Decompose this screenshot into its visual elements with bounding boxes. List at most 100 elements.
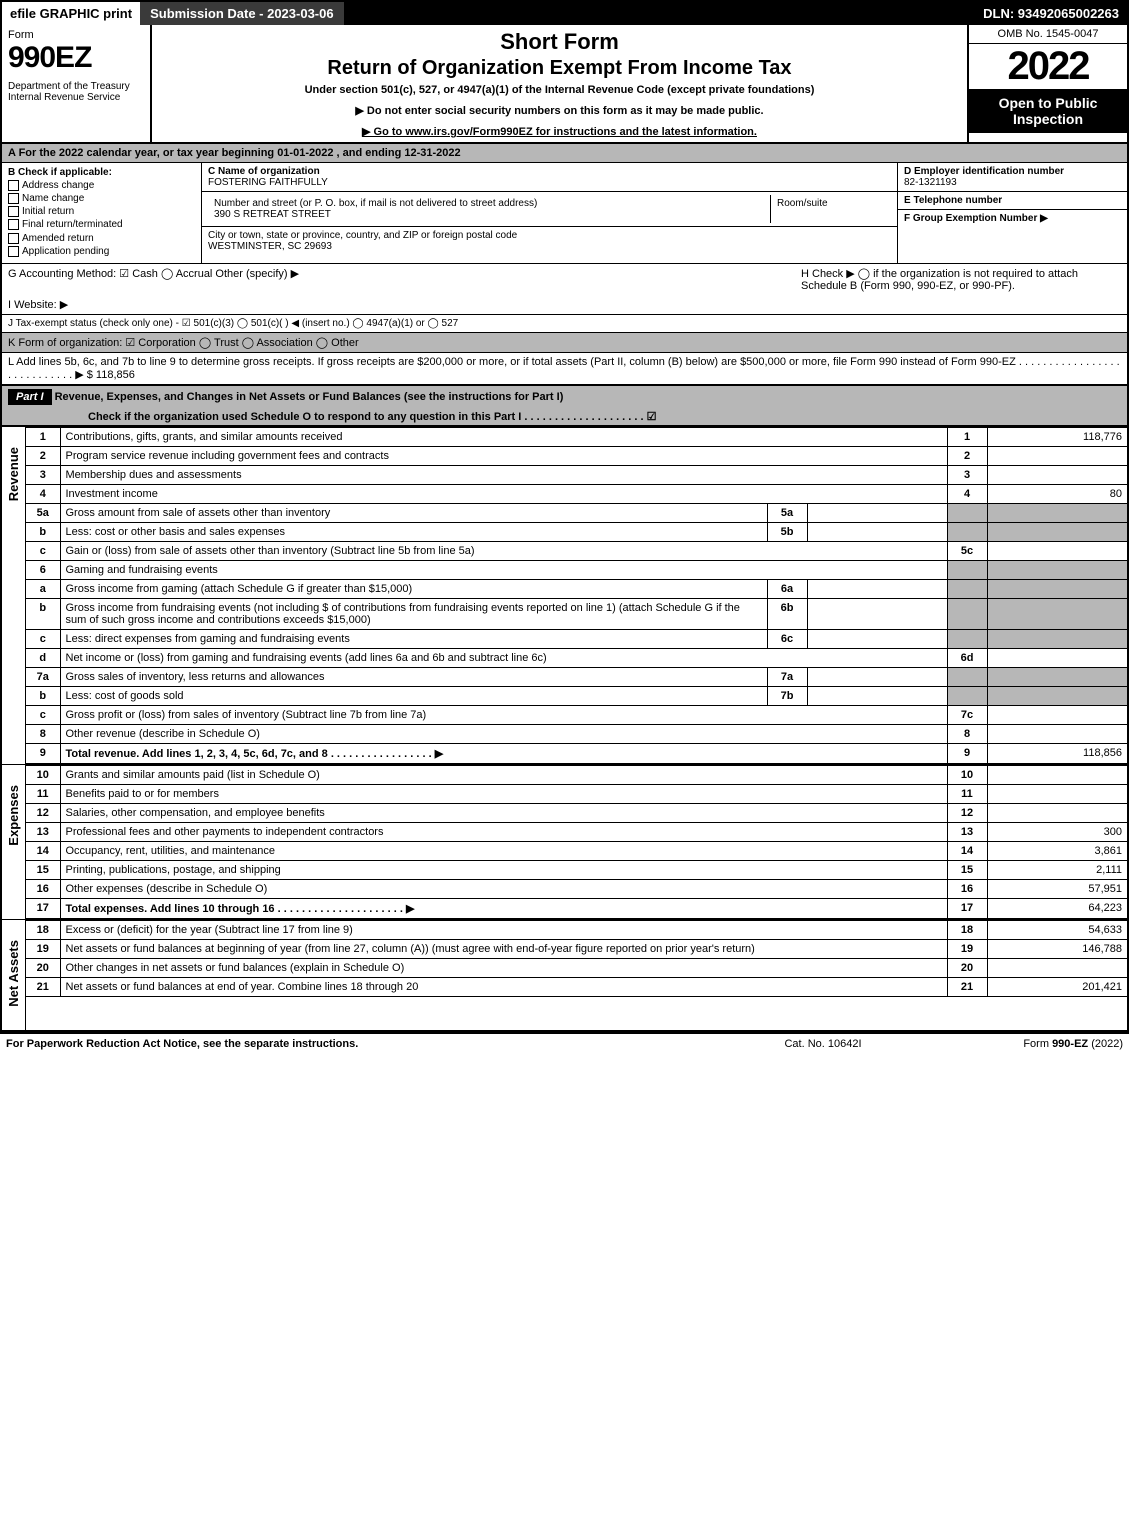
line-desc: Gross sales of inventory, less returns a…	[60, 667, 767, 686]
mini-value	[807, 503, 947, 522]
top-bar: efile GRAPHIC print Submission Date - 20…	[2, 2, 1127, 25]
right-line-number: 3	[947, 465, 987, 484]
mini-value	[807, 522, 947, 541]
tel-label: E Telephone number	[904, 195, 1002, 206]
chk-name-change[interactable]: Name change	[8, 193, 195, 204]
line-number: 10	[26, 765, 60, 784]
header-middle: Short Form Return of Organization Exempt…	[152, 25, 967, 142]
table-row: 12Salaries, other compensation, and empl…	[26, 803, 1127, 822]
table-row: 18Excess or (deficit) for the year (Subt…	[26, 920, 1127, 939]
line-i: I Website: ▶	[2, 295, 1127, 315]
right-line-number: 8	[947, 724, 987, 743]
footer-left: For Paperwork Reduction Act Notice, see …	[6, 1038, 723, 1050]
line-number: c	[26, 629, 60, 648]
part1-header: Part I Revenue, Expenses, and Changes in…	[2, 385, 1127, 426]
line-number: 15	[26, 860, 60, 879]
right-line-number: 18	[947, 920, 987, 939]
right-line-number: 2	[947, 446, 987, 465]
line-number: 6	[26, 560, 60, 579]
revenue-table: 1Contributions, gifts, grants, and simil…	[26, 427, 1127, 764]
gray-cell	[947, 560, 987, 579]
net-table: 18Excess or (deficit) for the year (Subt…	[26, 920, 1127, 997]
line-j: J Tax-exempt status (check only one) - ☑…	[2, 315, 1127, 333]
line-desc: Investment income	[60, 484, 947, 503]
line-desc: Gross amount from sale of assets other t…	[60, 503, 767, 522]
line-l: L Add lines 5b, 6c, and 7b to line 9 to …	[2, 353, 1127, 385]
line-number: 19	[26, 939, 60, 958]
line-desc: Program service revenue including govern…	[60, 446, 947, 465]
amount: 201,421	[987, 977, 1127, 996]
short-form-title: Short Form	[160, 29, 959, 55]
b-label: B Check if applicable:	[8, 167, 112, 178]
amount	[987, 803, 1127, 822]
city-value: WESTMINSTER, SC 29693	[208, 241, 332, 252]
table-row: 7aGross sales of inventory, less returns…	[26, 667, 1127, 686]
line-desc: Printing, publications, postage, and shi…	[60, 860, 947, 879]
part1-bar: Part I	[8, 389, 52, 405]
amount	[987, 541, 1127, 560]
line-number: c	[26, 705, 60, 724]
part1-title: Revenue, Expenses, and Changes in Net As…	[55, 391, 564, 403]
line-number: a	[26, 579, 60, 598]
amount: 118,776	[987, 427, 1127, 446]
line-desc: Gain or (loss) from sale of assets other…	[60, 541, 947, 560]
table-row: cLess: direct expenses from gaming and f…	[26, 629, 1127, 648]
org-name: FOSTERING FAITHFULLY	[208, 177, 328, 188]
line-desc: Less: direct expenses from gaming and fu…	[60, 629, 767, 648]
gray-cell	[947, 598, 987, 629]
chk-application-pending[interactable]: Application pending	[8, 246, 195, 257]
amount: 2,111	[987, 860, 1127, 879]
table-row: 19Net assets or fund balances at beginni…	[26, 939, 1127, 958]
mini-value	[807, 598, 947, 629]
expenses-table: 10Grants and similar amounts paid (list …	[26, 765, 1127, 919]
line-desc: Less: cost of goods sold	[60, 686, 767, 705]
amount	[987, 465, 1127, 484]
chk-amended-return[interactable]: Amended return	[8, 233, 195, 244]
line-desc: Membership dues and assessments	[60, 465, 947, 484]
gray-cell	[947, 503, 987, 522]
amount: 64,223	[987, 898, 1127, 918]
chk-final-return[interactable]: Final return/terminated	[8, 219, 195, 230]
amount: 54,633	[987, 920, 1127, 939]
table-row: 11Benefits paid to or for members11	[26, 784, 1127, 803]
street-label: Number and street (or P. O. box, if mail…	[214, 198, 537, 209]
header-left: Form 990EZ Department of the Treasury In…	[2, 25, 152, 142]
efile-label: efile GRAPHIC print	[2, 2, 140, 25]
ein-label: D Employer identification number	[904, 166, 1064, 177]
ein-value: 82-1321193	[904, 177, 957, 188]
right-line-number: 17	[947, 898, 987, 918]
amount	[987, 724, 1127, 743]
line-desc: Net assets or fund balances at end of ye…	[60, 977, 947, 996]
right-line-number: 16	[947, 879, 987, 898]
line-number: 9	[26, 743, 60, 763]
right-line-number: 14	[947, 841, 987, 860]
mini-value	[807, 667, 947, 686]
line-desc: Other revenue (describe in Schedule O)	[60, 724, 947, 743]
chk-initial-return[interactable]: Initial return	[8, 206, 195, 217]
table-row: cGain or (loss) from sale of assets othe…	[26, 541, 1127, 560]
line-number: 7a	[26, 667, 60, 686]
amount: 80	[987, 484, 1127, 503]
line-gh: G Accounting Method: ☑ Cash ◯ Accrual Ot…	[2, 264, 1127, 295]
gray-cell	[987, 598, 1127, 629]
table-row: 6Gaming and fundraising events	[26, 560, 1127, 579]
chk-address-change[interactable]: Address change	[8, 180, 195, 191]
line-desc: Salaries, other compensation, and employ…	[60, 803, 947, 822]
room-suite: Room/suite	[771, 195, 891, 223]
right-line-number: 15	[947, 860, 987, 879]
gray-cell	[947, 522, 987, 541]
group-cell: F Group Exemption Number ▶	[898, 210, 1127, 227]
mini-value	[807, 629, 947, 648]
line-number: 18	[26, 920, 60, 939]
mini-label: 5b	[767, 522, 807, 541]
table-row: dNet income or (loss) from gaming and fu…	[26, 648, 1127, 667]
table-row: 14Occupancy, rent, utilities, and mainte…	[26, 841, 1127, 860]
table-row: 8Other revenue (describe in Schedule O)8	[26, 724, 1127, 743]
form-header: Form 990EZ Department of the Treasury In…	[2, 25, 1127, 144]
mini-label: 6c	[767, 629, 807, 648]
table-row: 13Professional fees and other payments t…	[26, 822, 1127, 841]
line-desc: Gaming and fundraising events	[60, 560, 947, 579]
form-number: 990EZ	[8, 41, 144, 75]
mini-label: 7b	[767, 686, 807, 705]
gray-cell	[987, 560, 1127, 579]
